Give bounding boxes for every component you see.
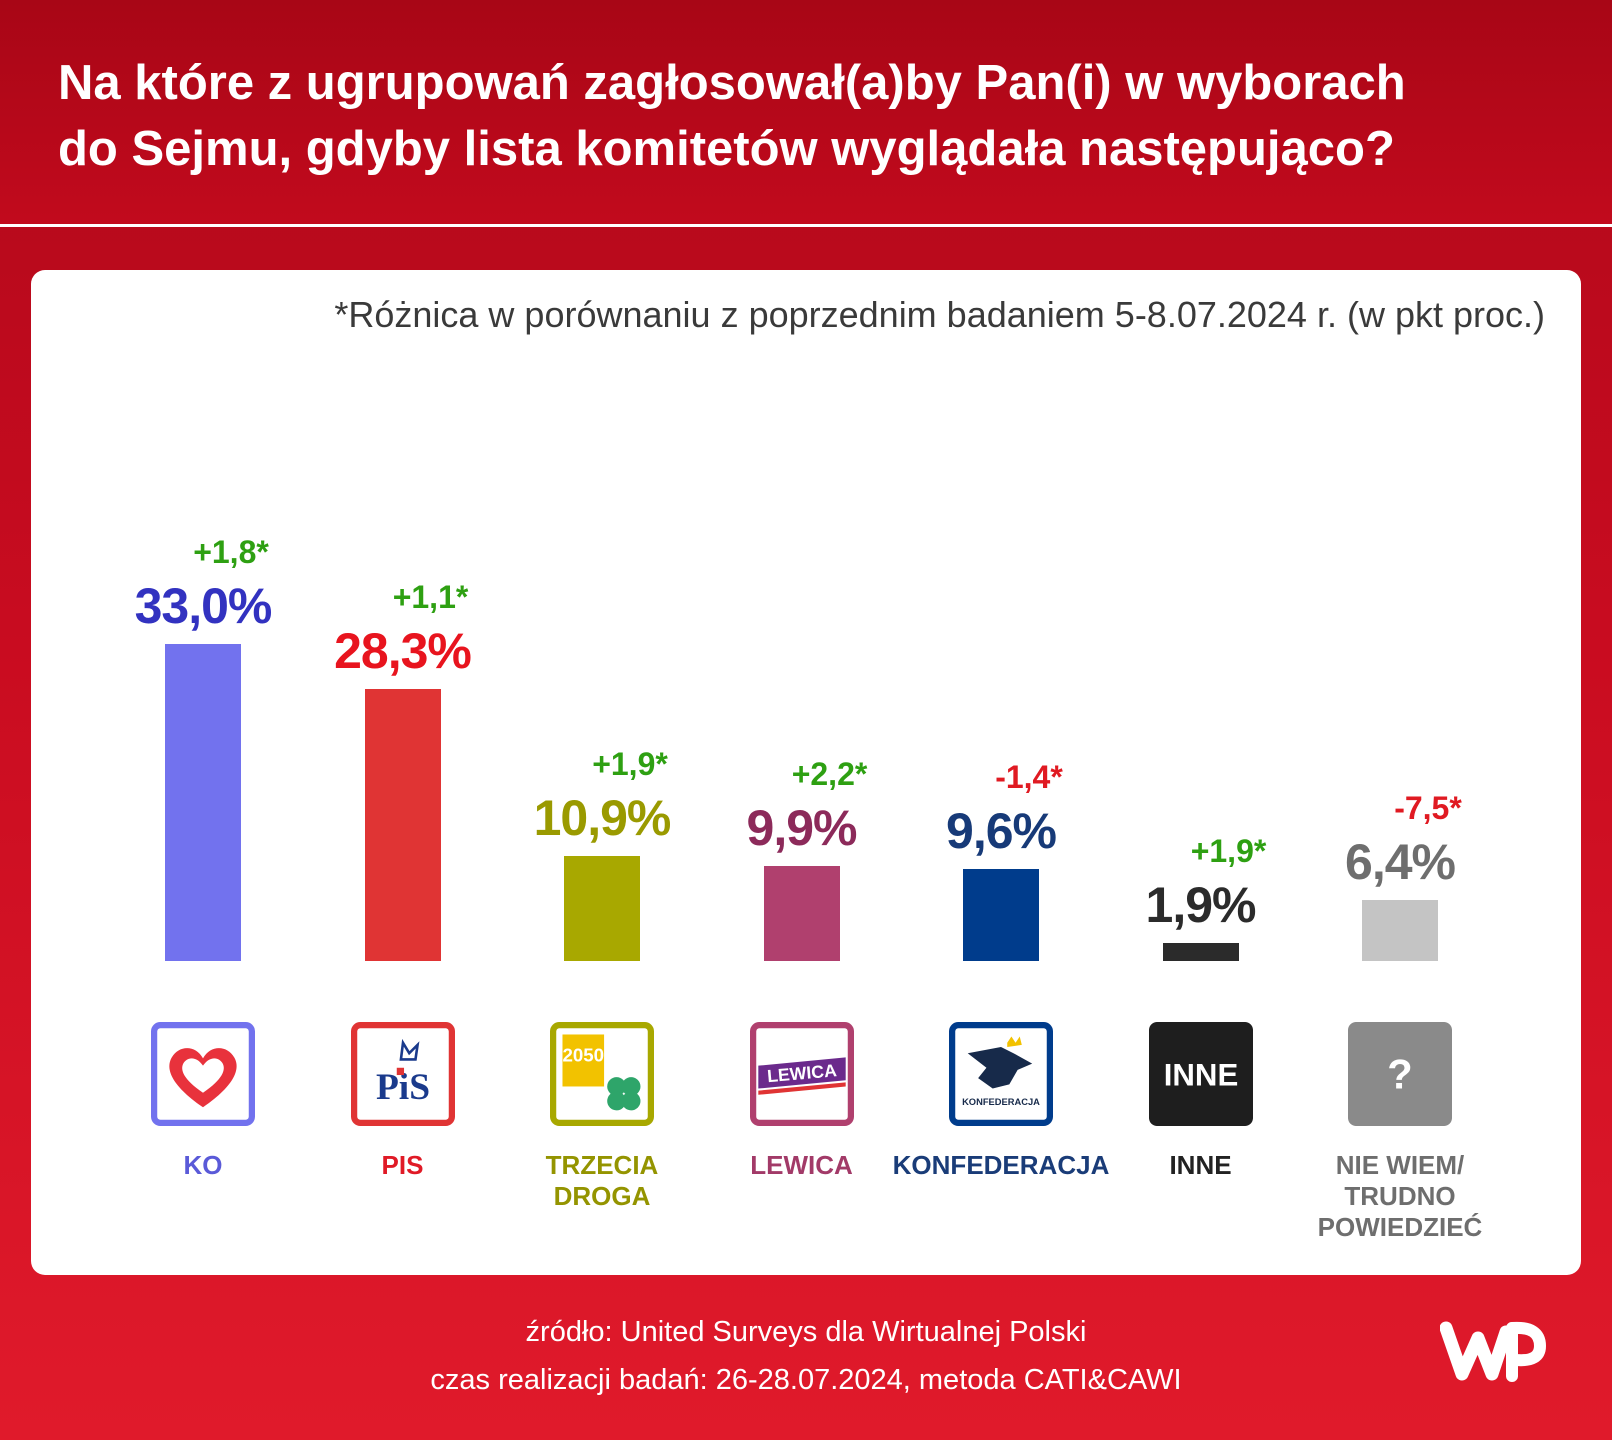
bar-0: [165, 644, 241, 961]
category-label-line: DROGA: [553, 1181, 651, 1211]
category-label-5: INNE: [1091, 1150, 1311, 1181]
category-label-3: LEWICA: [692, 1150, 912, 1181]
category-label-2: TRZECIA DROGA: [492, 1150, 712, 1212]
svg-text:2050: 2050: [562, 1045, 604, 1066]
category-label-line: POWIEDZIEĆ: [1317, 1212, 1483, 1242]
page-title: Na które z ugrupowań zagłosował(a)by Pan…: [58, 50, 1538, 182]
diff-label-1: +1,1*: [392, 579, 469, 616]
value-label-4: 9,6%: [946, 802, 1057, 859]
category-label-line: NIE WIEM/: [1335, 1150, 1465, 1180]
diff-label-3: +2,2*: [791, 755, 868, 792]
category-label-line: KO: [183, 1150, 223, 1180]
category-label-6: NIE WIEM/TRUDNO POWIEDZIEĆ: [1290, 1150, 1510, 1243]
footer-source: źródło: United Surveys dla Wirtualnej Po…: [525, 1316, 1087, 1348]
lewica-logo-icon: LEWICA: [749, 1022, 854, 1126]
question-mark-icon: ?: [1348, 1022, 1452, 1126]
trzecia-droga-clover-icon: 2050: [550, 1022, 654, 1126]
title-line-2: do Sejmu, gdyby lista komitetów wyglądał…: [58, 122, 1395, 176]
header: Na które z ugrupowań zagłosował(a)by Pan…: [0, 0, 1612, 226]
value-label-1: 28,3%: [334, 623, 472, 680]
diff-label-6: -7,5*: [1394, 789, 1462, 826]
chart-card: *Różnica w porównaniu z poprzednim badan…: [31, 270, 1581, 1275]
category-label-line: PIS: [381, 1150, 424, 1180]
svg-text:INNE: INNE: [1163, 1057, 1238, 1092]
diff-label-2: +1,9*: [592, 746, 668, 783]
value-label-6: 6,4%: [1345, 833, 1456, 890]
svg-text:?: ?: [1387, 1051, 1412, 1098]
bar-4: [963, 868, 1039, 961]
ko-heart-icon: [151, 1022, 255, 1126]
category-label-1: PIS: [293, 1150, 513, 1181]
value-label-3: 9,9%: [746, 799, 858, 856]
category-label-line: LEWICA: [750, 1150, 853, 1180]
bar-3: [763, 865, 840, 961]
chart-note: *Różnica w porównaniu z poprzednim badan…: [334, 294, 1545, 335]
value-label-5: 1,9%: [1145, 876, 1257, 933]
diff-label-5: +1,9*: [1190, 832, 1267, 869]
category-label-line: KONFEDERACJA: [892, 1150, 1110, 1180]
diff-label-4: -1,4*: [995, 758, 1063, 795]
svg-text:KONFEDERACJA: KONFEDERACJA: [962, 1097, 1040, 1107]
footer-timing: czas realizacji badań: 26-28.07.2024, me…: [430, 1364, 1182, 1396]
bar-2: [564, 856, 640, 961]
inne-box-icon: INNE: [1148, 1022, 1253, 1126]
header-divider: [0, 224, 1612, 227]
diff-label-0: +1,8*: [193, 534, 269, 571]
category-label-line: TRUDNO: [1344, 1181, 1456, 1211]
category-label-0: KO: [93, 1150, 313, 1181]
value-label-2: 10,9%: [533, 790, 672, 847]
title-line-1: Na które z ugrupowań zagłosował(a)by Pan…: [58, 56, 1406, 110]
category-label-line: INNE: [1169, 1150, 1232, 1180]
category-label-line: TRZECIA: [545, 1150, 659, 1180]
value-label-0: 33,0%: [134, 578, 273, 635]
bar-5: [1162, 942, 1239, 961]
wp-logo-icon: [1440, 1321, 1546, 1382]
konfederacja-eagle-icon: KONFEDERACJA: [949, 1022, 1053, 1126]
bar-6: [1362, 899, 1438, 961]
pis-crown-icon: PiS: [350, 1022, 455, 1126]
bar-1: [364, 689, 441, 961]
category-label-4: KONFEDERACJA: [891, 1150, 1111, 1181]
